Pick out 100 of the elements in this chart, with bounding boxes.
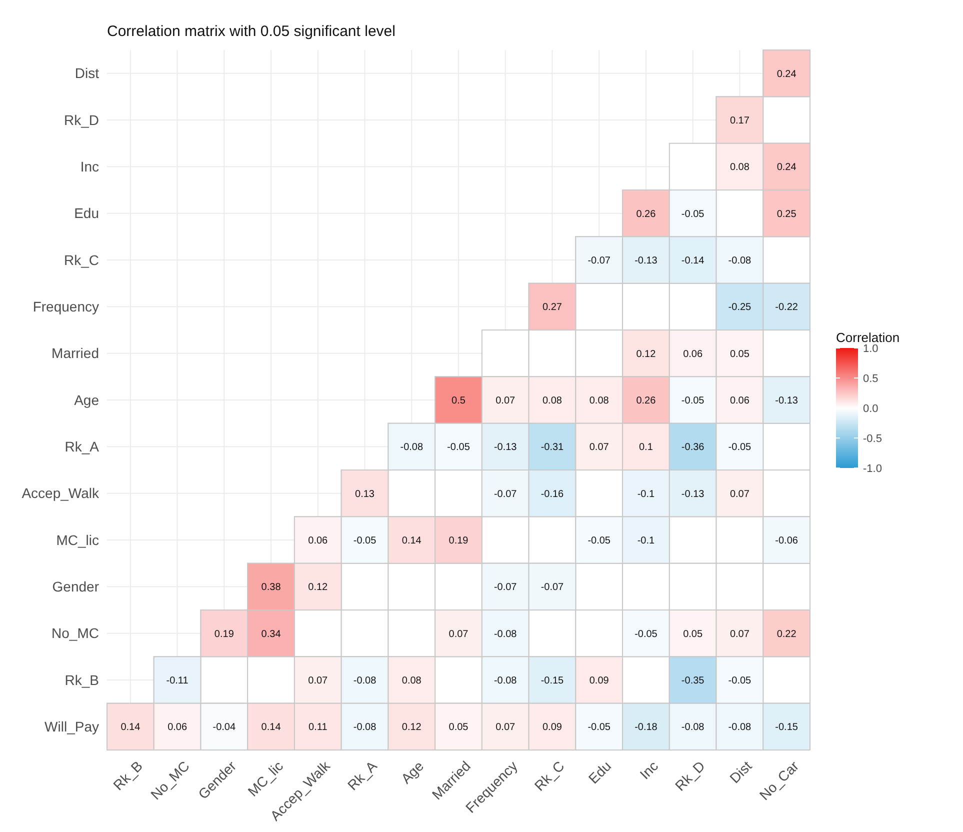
y-tick-label: Rk_B [64,672,99,688]
data-label: 0.07 [496,722,516,734]
data-label: 0.12 [636,348,656,360]
data-label: -0.05 [728,676,752,686]
data-label: 0.19 [214,628,234,640]
data-label: -0.22 [775,302,798,314]
y-tick-label: Age [74,392,100,408]
data-label: -0.08 [681,722,705,734]
y-tick-label: No_MC [52,625,99,642]
data-label: -0.13 [681,488,705,500]
data-label: 0.38 [261,582,282,594]
data-label: -0.07 [494,488,518,500]
data-label: -0.05 [634,628,658,640]
data-label: 0.09 [589,676,610,686]
data-label: 0.07 [448,628,469,640]
data-label: 0.08 [730,162,750,174]
data-label: -0.18 [634,722,658,734]
data-label: 0.06 [730,396,750,406]
data-label: -0.08 [400,442,424,454]
y-tick-label: Married [52,345,99,362]
data-label: 0.27 [542,302,562,314]
data-label: -0.05 [681,396,705,406]
color-bar-label: 1.0 [863,342,878,355]
y-tick-label: MC_lic [56,532,99,548]
data-label: -0.25 [728,302,752,314]
data-label: 0.25 [776,208,797,220]
data-label: 0.14 [120,722,141,734]
y-tick-label: Frequency [32,298,99,315]
x-tick-label: Edu [585,758,614,787]
data-label: -0.16 [540,488,564,500]
data-label: -0.13 [494,442,518,454]
data-label: -0.08 [728,722,752,734]
color-bar-label: 0.0 [863,402,878,415]
data-label: 0.26 [636,396,656,406]
data-label: 0.14 [261,722,282,734]
data-label: 0.08 [589,396,610,406]
data-label: 0.24 [776,162,797,174]
y-tick-label: Dist [74,65,100,82]
legend-title: Correlation [836,330,900,345]
data-label: 0.07 [589,442,610,454]
data-label: 0.19 [448,536,469,546]
data-label: 0.07 [730,488,750,500]
data-label: -0.05 [681,208,705,220]
y-tick-label: Gender [52,578,100,595]
data-label: -0.15 [540,676,564,686]
chart-title: Correlation matrix with 0.05 significant level [107,23,396,40]
data-label: -0.05 [588,722,611,734]
data-label: 0.1 [639,442,654,454]
data-label: -0.1 [637,536,656,546]
y-tick-label: Accep_Walk [22,485,100,502]
data-label: 0.12 [402,722,422,734]
data-label: 0.11 [308,722,328,734]
data-label: 0.13 [355,488,375,500]
data-label: -0.07 [540,582,564,594]
data-label: 0.08 [402,676,422,686]
data-label: 0.05 [683,628,703,640]
data-label: 0.12 [308,582,328,594]
data-label: -0.06 [775,536,798,546]
y-tick-label: Will_Pay [44,718,99,735]
x-tick-label: Inc [636,758,662,782]
data-label: -0.08 [494,628,518,640]
data-label: 0.06 [168,722,188,734]
data-label: -0.08 [353,676,377,686]
data-label: -0.11 [166,676,189,686]
data-label: -0.36 [681,442,705,454]
color-bar-label: 0.5 [863,372,878,385]
y-tick-label: Rk_A [64,438,100,455]
data-label: -0.31 [540,442,564,454]
data-label: -0.08 [353,722,377,734]
data-label: -0.08 [728,256,752,266]
data-label: -0.05 [353,536,377,546]
data-label: 0.06 [683,348,703,360]
y-tick-label: Edu [74,205,99,222]
data-label: 0.07 [496,396,516,406]
data-label: -0.05 [588,536,611,546]
color-bar-label: -0.5 [863,432,882,445]
data-label: 0.08 [542,396,562,406]
data-label: 0.34 [261,628,282,640]
data-label: -0.15 [775,722,798,734]
data-label: -0.14 [681,256,705,266]
data-label: 0.5 [452,396,466,406]
data-label: -0.08 [494,676,518,686]
data-label: 0.05 [448,722,469,734]
data-label: -0.05 [447,442,470,454]
y-tick-label: Rk_D [64,112,99,128]
data-label: 0.07 [730,628,750,640]
data-label: -0.35 [681,676,705,686]
data-label: 0.14 [402,536,422,546]
data-label: -0.13 [775,396,798,406]
data-label: 0.17 [730,116,750,126]
y-tick-label: Rk_C [64,252,99,268]
y-tick-label: Inc [80,158,99,175]
data-label: 0.09 [542,722,562,734]
data-label: 0.05 [730,348,750,360]
data-label: 0.22 [776,628,797,640]
data-label: -0.04 [212,722,236,734]
data-label: 0.07 [308,676,328,686]
data-label: -0.07 [494,582,518,594]
data-label: 0.26 [636,208,656,220]
data-label: 0.06 [308,536,328,546]
